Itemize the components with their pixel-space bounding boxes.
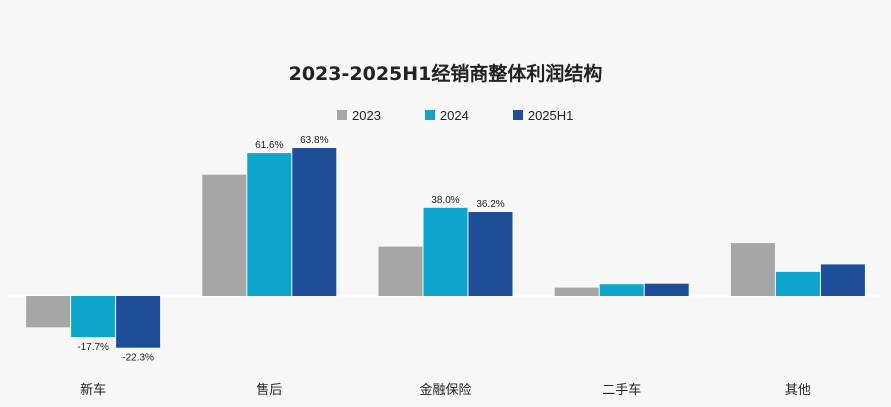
bar-2024-0 <box>71 296 116 338</box>
legend-label-2024: 2024 <box>439 107 469 123</box>
bar-2024-1 <box>247 153 292 296</box>
legend-label-2025h1: 2025H1 <box>527 107 574 123</box>
data-label-2025h1-0: -22.3% <box>122 353 154 364</box>
bar-2025h1-1 <box>292 148 337 296</box>
bar-2025h1-0 <box>116 296 161 348</box>
legend-item-2023: 2023 <box>337 108 381 123</box>
bar-2025h1-3 <box>644 283 689 296</box>
bar-2024-3 <box>599 284 644 296</box>
legend-item-2024: 2024 <box>424 107 469 123</box>
bar-2023-2 <box>378 246 423 296</box>
data-label-2024-1: 61.6% <box>255 140 283 151</box>
chart-legend: 2023 2024 2025H1 <box>337 106 617 124</box>
legend-swatch-2024 <box>424 110 435 120</box>
chart-title: 2023-2025H1经销商整体利润结构 <box>288 63 603 85</box>
bar-2024-2 <box>423 207 468 296</box>
category-label-0: 新车 <box>80 382 106 398</box>
bar-2023-0 <box>26 296 71 328</box>
category-label-3: 二手车 <box>602 382 641 398</box>
bar-2024-4 <box>775 271 820 296</box>
bar-2023-4 <box>730 243 775 296</box>
bar-2023-3 <box>554 287 599 296</box>
bar-2025h1-4 <box>820 264 865 296</box>
data-label-2024-2: 38.0% <box>431 195 459 206</box>
legend-swatch-2025h1 <box>512 110 523 120</box>
data-label-2025h1-2: 36.2% <box>476 199 504 210</box>
bar-2023-1 <box>202 174 247 296</box>
data-label-2024-0: -17.7% <box>77 342 109 353</box>
legend-item-2025h1: 2025H1 <box>512 107 574 123</box>
category-label-1: 售后 <box>256 382 282 398</box>
category-label-4: 其他 <box>785 383 811 398</box>
category-label-2: 金融保险 <box>419 382 471 398</box>
legend-label-2023: 2023 <box>352 107 381 123</box>
bar-2025h1-2 <box>468 212 513 296</box>
legend-swatch-2023 <box>337 110 347 120</box>
data-label-2025h1-1: 63.8% <box>300 135 328 146</box>
